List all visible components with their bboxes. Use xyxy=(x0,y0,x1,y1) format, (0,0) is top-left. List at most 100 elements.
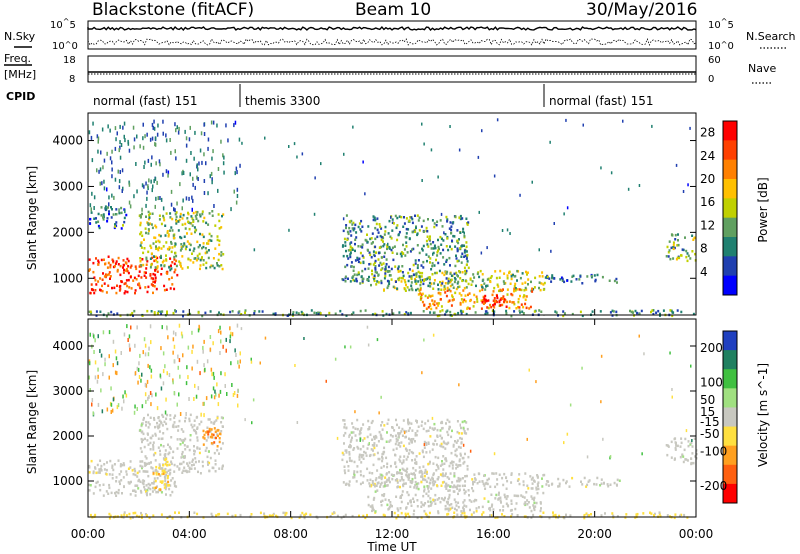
echo-cell xyxy=(152,441,155,444)
echo-cell xyxy=(158,233,161,237)
echo-cell xyxy=(139,464,142,468)
echo-cell xyxy=(171,261,174,264)
echo-cell xyxy=(203,437,206,440)
echo-cell xyxy=(144,352,147,357)
echo-cell xyxy=(164,224,167,227)
echo-cell xyxy=(100,353,103,358)
echo-cell xyxy=(140,276,143,279)
echo-cell xyxy=(127,139,129,144)
echo-cell xyxy=(194,130,196,135)
echo-cell xyxy=(118,148,120,153)
echo-cell xyxy=(139,221,142,225)
echo-cell xyxy=(222,213,225,216)
echo-cell xyxy=(126,257,129,261)
echo-cell xyxy=(423,509,426,513)
echo-cell xyxy=(397,267,400,270)
echo-cell xyxy=(396,252,399,255)
echo-cell xyxy=(437,261,440,265)
echo-cell xyxy=(508,306,511,310)
echo-cell xyxy=(147,158,150,163)
echo-cell xyxy=(445,272,448,275)
echo-cell xyxy=(460,311,463,315)
echo-cell xyxy=(405,241,408,244)
echo-cell xyxy=(586,483,589,487)
echo-cell xyxy=(447,277,450,281)
echo-cell xyxy=(463,251,466,254)
echo-cell xyxy=(355,277,358,281)
echo-cell xyxy=(106,461,108,464)
echo-cell xyxy=(672,247,675,251)
echo-cell xyxy=(160,267,163,270)
echo-cell xyxy=(426,235,429,238)
echo-cell xyxy=(133,489,136,492)
echo-cell xyxy=(378,223,381,226)
echo-cell xyxy=(366,513,368,517)
echo-cell xyxy=(422,455,425,459)
echo-cell xyxy=(671,314,674,318)
echo-cell xyxy=(350,234,353,237)
echo-cell xyxy=(510,499,513,502)
echo-cell xyxy=(518,473,521,476)
echo-cell xyxy=(441,282,444,285)
echo-cell xyxy=(438,314,441,317)
echo-cell xyxy=(534,276,537,280)
echo-cell xyxy=(464,475,467,478)
echo-cell xyxy=(359,438,361,442)
echo-cell xyxy=(152,272,155,276)
echo-cell xyxy=(440,305,443,308)
echo-cell xyxy=(466,468,469,471)
echo-cell xyxy=(593,482,596,486)
echo-cell xyxy=(450,232,452,235)
colorbar-swatch xyxy=(723,464,737,485)
echo-cell xyxy=(210,367,213,372)
echo-cell xyxy=(425,492,428,495)
echo-cell xyxy=(496,483,499,486)
echo-cell xyxy=(203,401,205,406)
echo-cell xyxy=(395,226,398,230)
echo-cell xyxy=(561,279,564,282)
echo-cell xyxy=(89,203,92,208)
echo-cell xyxy=(352,125,354,129)
echo-cell xyxy=(241,141,243,145)
echo-cell xyxy=(189,312,192,316)
echo-cell xyxy=(420,475,423,478)
echo-cell xyxy=(108,473,111,476)
echo-cell xyxy=(418,276,421,279)
echo-cell xyxy=(471,280,474,283)
echo-cell xyxy=(355,279,358,283)
echo-cell xyxy=(590,274,593,278)
echo-cell xyxy=(167,233,170,236)
echo-cell xyxy=(542,511,545,514)
echo-cell xyxy=(684,236,686,239)
echo-cell xyxy=(372,508,375,512)
echo-cell xyxy=(123,332,126,337)
echo-cell xyxy=(375,222,378,226)
echo-cell xyxy=(164,452,167,456)
echo-cell xyxy=(429,285,432,288)
echo-cell xyxy=(206,455,209,459)
echo-cell xyxy=(677,233,679,236)
echo-cell xyxy=(448,496,451,499)
echo-cell xyxy=(669,351,671,355)
echo-cell xyxy=(117,263,120,266)
echo-cell xyxy=(429,295,432,298)
echo-cell xyxy=(435,258,437,262)
echo-cell xyxy=(336,436,339,440)
echo-cell xyxy=(155,245,157,248)
echo-cell xyxy=(142,145,145,150)
echo-cell xyxy=(439,434,442,437)
echo-cell xyxy=(439,464,442,467)
echo-cell xyxy=(146,489,149,492)
echo-cell xyxy=(110,216,113,219)
echo-cell xyxy=(395,437,398,440)
echo-cell xyxy=(587,480,590,483)
echo-cell xyxy=(359,282,362,285)
echo-cell xyxy=(476,297,479,301)
echo-cell xyxy=(490,493,493,496)
echo-cell xyxy=(179,443,182,446)
echo-cell xyxy=(141,234,144,237)
echo-cell xyxy=(138,361,140,366)
echo-cell xyxy=(418,466,421,469)
echo-cell xyxy=(437,249,439,252)
